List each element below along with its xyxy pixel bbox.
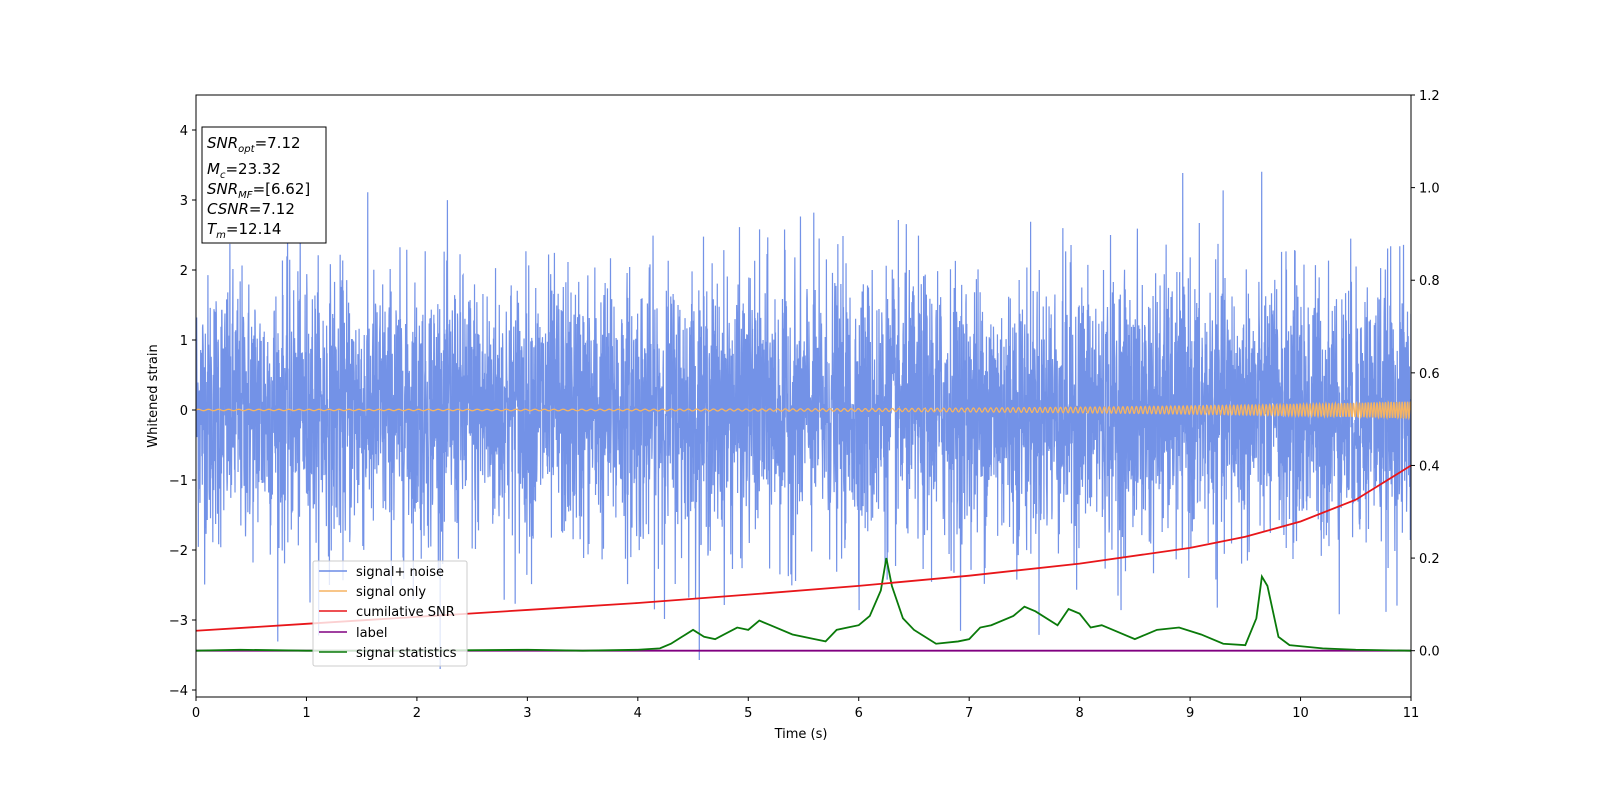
legend-label-snr: cumilative SNR bbox=[356, 605, 455, 620]
legend-label-noise: signal+ noise bbox=[356, 565, 444, 580]
x-axis-label: Time (s) bbox=[774, 727, 828, 742]
x-tick-label: 10 bbox=[1292, 706, 1309, 721]
stat-tm: Tm=12.14 bbox=[207, 220, 281, 241]
legend-label-label: label bbox=[356, 626, 387, 641]
x-tick-label: 11 bbox=[1403, 706, 1420, 721]
stat-mc: Mc=23.32 bbox=[207, 160, 281, 181]
x-tick-label: 3 bbox=[523, 706, 531, 721]
y-tick-label: 2 bbox=[180, 264, 188, 279]
legend-label-stats: signal statistics bbox=[356, 646, 457, 661]
stat-csnr: CSNR=7.12 bbox=[207, 200, 295, 218]
x-tick-label: 6 bbox=[855, 706, 863, 721]
x-tick-label: 9 bbox=[1186, 706, 1194, 721]
legend-frame bbox=[312, 560, 468, 667]
stat-snr-opt: SNRopt=7.12 bbox=[207, 134, 301, 155]
y-tick-label: −4 bbox=[169, 684, 188, 699]
y2-tick-label: 0.0 bbox=[1419, 645, 1440, 660]
x-tick-label: 8 bbox=[1075, 706, 1083, 721]
y2-tick-label: 0.8 bbox=[1419, 274, 1440, 289]
y-tick-label: −3 bbox=[169, 614, 188, 629]
series-signal-statistics bbox=[196, 557, 1411, 652]
series-signal-noise bbox=[196, 171, 1411, 670]
y-axis-right: 0.0 0.2 0.4 0.6 0.8 1.0 1.2 bbox=[1411, 89, 1440, 660]
plot-frame bbox=[195, 94, 1412, 698]
y-tick-label: 1 bbox=[180, 334, 188, 349]
stats-box: SNRopt=7.12 Mc=23.32 SNRMF=[6.62] CSNR=7… bbox=[201, 126, 327, 244]
y-tick-label: −1 bbox=[169, 474, 188, 489]
x-tick-label: 2 bbox=[413, 706, 421, 721]
x-tick-label: 1 bbox=[302, 706, 310, 721]
series-signal-only bbox=[196, 399, 1411, 421]
y2-tick-label: 1.0 bbox=[1419, 182, 1440, 197]
stats-box-frame bbox=[201, 126, 327, 244]
y-tick-label: 4 bbox=[180, 124, 188, 139]
y2-tick-label: 0.2 bbox=[1419, 552, 1440, 567]
x-tick-label: 0 bbox=[192, 706, 200, 721]
x-tick-label: 7 bbox=[965, 706, 973, 721]
y2-tick-label: 1.2 bbox=[1419, 89, 1440, 104]
y2-tick-label: 0.6 bbox=[1419, 367, 1440, 382]
stat-snr-mf: SNRMF=[6.62] bbox=[207, 180, 310, 201]
y-tick-label: 0 bbox=[180, 404, 188, 419]
x-axis: 0 1 2 3 4 5 6 7 8 9 10 11 bbox=[192, 697, 1419, 721]
y-axis-left: −4 −3 −2 −1 0 1 2 3 4 bbox=[169, 124, 196, 699]
y2-tick-label: 0.4 bbox=[1419, 459, 1440, 474]
x-tick-label: 5 bbox=[744, 706, 752, 721]
y-tick-label: −2 bbox=[169, 544, 188, 559]
y-tick-label: 3 bbox=[180, 194, 188, 209]
legend: signal+ noise signal only cumilative SNR… bbox=[312, 560, 468, 667]
y-axis-label: Whitened strain bbox=[146, 344, 161, 447]
x-tick-label: 4 bbox=[634, 706, 642, 721]
legend-label-signal: signal only bbox=[356, 585, 426, 600]
